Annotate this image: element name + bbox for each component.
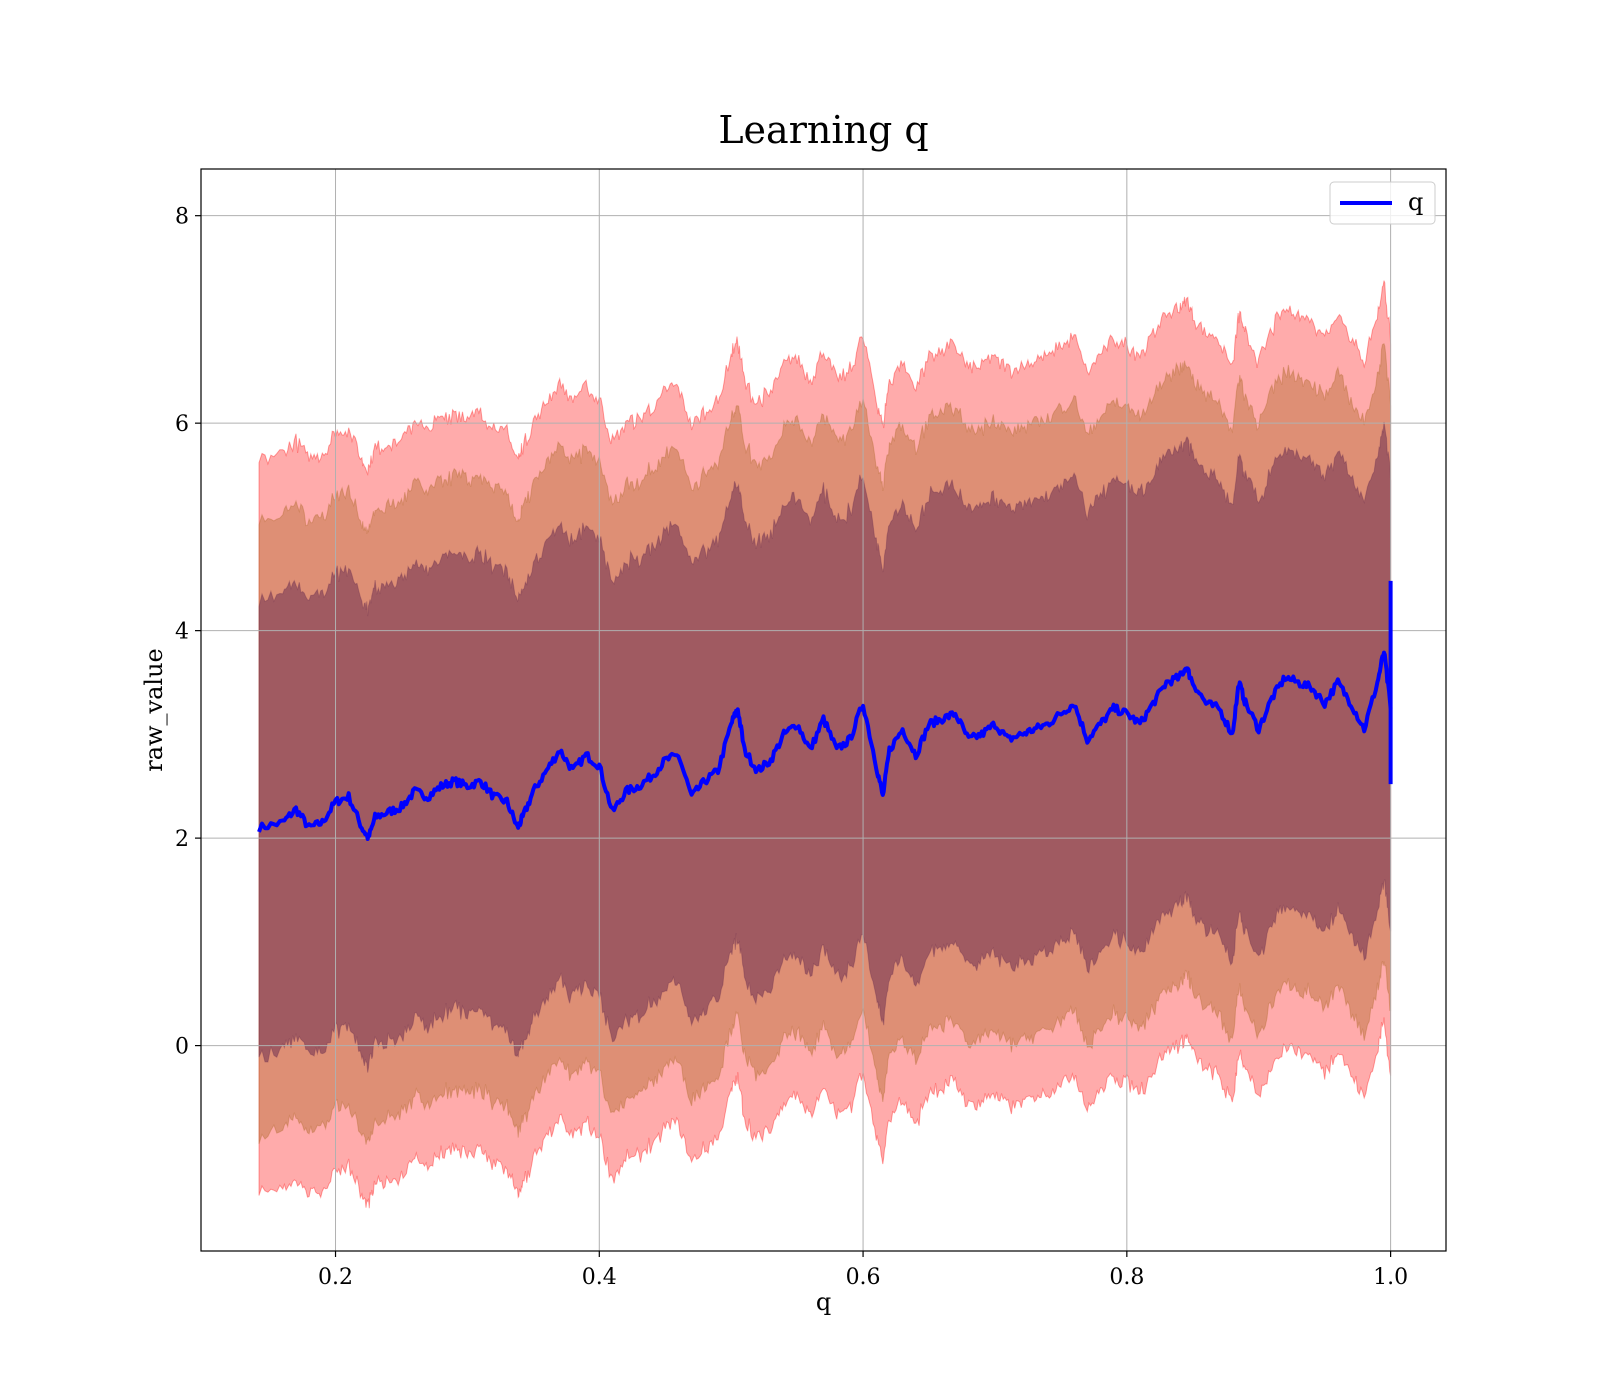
chart-title: Learning q (718, 108, 928, 152)
x-tick-label-4: 1.0 (1373, 1265, 1408, 1290)
legend-label-q: q (1408, 188, 1423, 216)
series-lines (257, 580, 1393, 841)
x-axis: 0.2 0.4 0.6 0.8 1.0 (318, 1251, 1408, 1290)
y-tick-label-2: 4 (175, 620, 189, 645)
x-tick-label-3: 0.8 (1109, 1265, 1144, 1290)
series-line-q (257, 650, 1393, 841)
x-tick-label-0: 0.2 (318, 1265, 353, 1290)
y-tick-label-4: 8 (175, 205, 189, 230)
y-tick-label-3: 6 (175, 412, 189, 437)
x-tick-label-2: 0.6 (846, 1265, 881, 1290)
x-tick-label-1: 0.4 (582, 1265, 617, 1290)
legend: q (1329, 181, 1436, 225)
confidence-bands (258, 280, 1392, 1209)
y-axis: 0 2 4 6 8 (175, 205, 201, 1060)
y-tick-label-1: 2 (175, 827, 189, 852)
x-axis-label: q (816, 1288, 831, 1316)
y-axis-label: raw_value (140, 648, 168, 772)
plot-frame (200, 168, 1447, 1252)
y-tick-label-0: 0 (175, 1035, 189, 1060)
